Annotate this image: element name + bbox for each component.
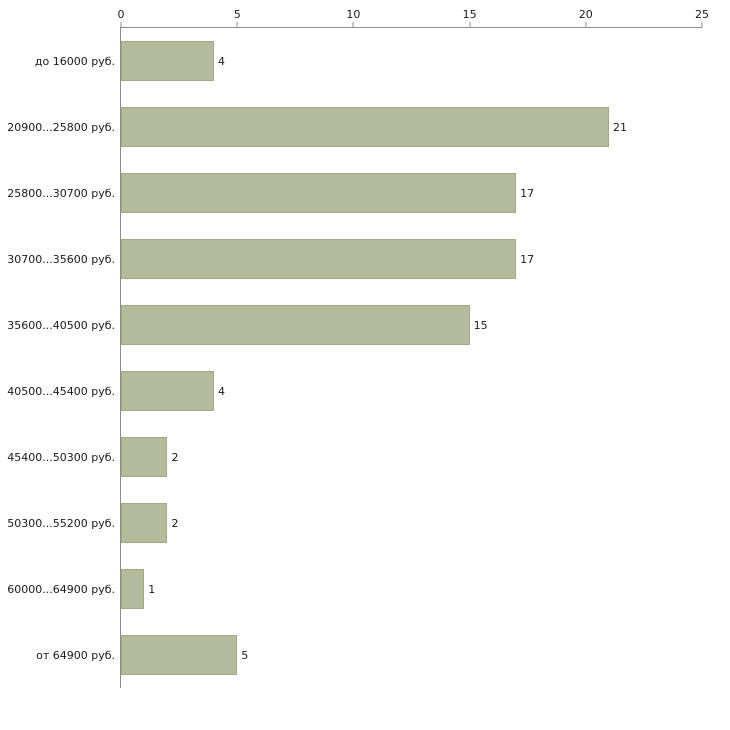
category-label: 25800...30700 руб. (7, 186, 115, 200)
value-label: 5 (241, 648, 249, 662)
bar (121, 635, 238, 675)
x-tick-label: 25 (695, 8, 709, 21)
bar-row: 50300...55200 руб. 2 (7, 490, 702, 556)
x-tick-mark (236, 22, 238, 28)
value-label: 2 (171, 516, 179, 530)
bar-row: 20900...25800 руб. 21 (7, 94, 702, 160)
bar (121, 107, 610, 147)
x-tick-label: 15 (462, 8, 477, 21)
value-label: 21 (613, 120, 628, 134)
value-label: 4 (217, 384, 225, 398)
bar (121, 437, 168, 477)
category-label: от 64900 руб. (36, 648, 115, 662)
bar (121, 503, 168, 543)
value-label: 1 (148, 582, 156, 596)
x-tick-mark (585, 22, 587, 28)
category-label: 50300...55200 руб. (7, 516, 115, 530)
category-label: 20900...25800 руб. (7, 120, 115, 134)
bar-row: до 16000 руб. 4 (35, 28, 702, 94)
bar-row: 45400...50300 руб. 2 (7, 424, 702, 490)
x-tick-label: 5 (233, 8, 241, 21)
x-tick-mark (352, 22, 354, 28)
value-label: 2 (171, 450, 179, 464)
bar (121, 305, 470, 345)
bar (121, 239, 517, 279)
value-label: 15 (473, 318, 488, 332)
value-label: 17 (520, 252, 535, 266)
bar-row: 40500...45400 руб. 4 (7, 358, 702, 424)
category-label: 45400...50300 руб. (7, 450, 115, 464)
bar-row: 35600...40500 руб. 15 (7, 292, 702, 358)
bar (121, 371, 214, 411)
x-tick-label: 10 (346, 8, 361, 21)
category-label: 40500...45400 руб. (7, 384, 115, 398)
x-tick-mark (701, 22, 703, 28)
x-tick-label: 0 (117, 8, 125, 21)
category-label: 30700...35600 руб. (7, 252, 115, 266)
bar-row: от 64900 руб. 5 (36, 622, 702, 688)
plot-area: 0 5 10 15 20 25 до 16000 руб. 4 20900...25800 ру… (7, 8, 709, 688)
bar-row: 25800...30700 руб. 17 (7, 160, 702, 226)
bar-row: 60000...64900 руб. 1 (7, 556, 702, 622)
category-label: до 16000 руб. (34, 54, 115, 68)
bar (121, 41, 214, 81)
x-tick-label: 20 (578, 8, 593, 21)
bar (121, 173, 517, 213)
bar (121, 569, 145, 609)
value-label: 4 (217, 54, 225, 68)
category-label: 60000...64900 руб. (7, 582, 115, 596)
category-label: 35600...40500 руб. (7, 318, 115, 332)
bar-row: 30700...35600 руб. 17 (7, 226, 702, 292)
x-tick-mark (120, 22, 122, 28)
x-tick-mark (469, 22, 471, 28)
value-label: 17 (520, 186, 535, 200)
